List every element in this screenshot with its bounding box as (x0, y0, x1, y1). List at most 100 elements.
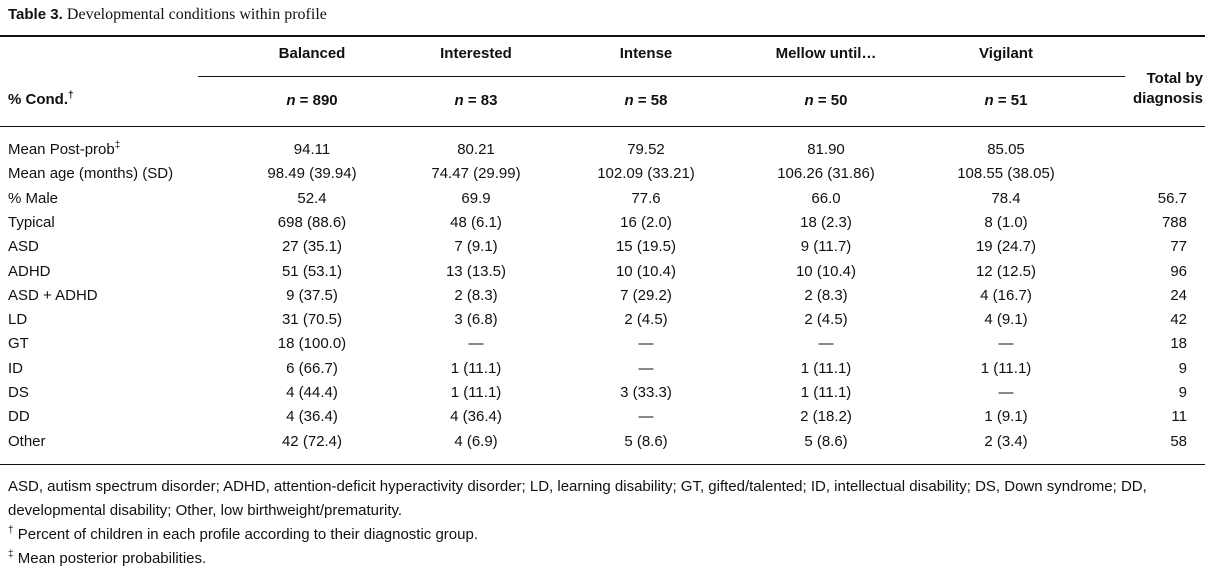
table-cell: 13 (13.5) (445, 262, 507, 280)
table-cell: 1 (11.1) (800, 384, 852, 401)
table-cell: 66.0 (811, 189, 841, 207)
table-cell: 48 (6.1) (450, 213, 502, 231)
table-row: DD 4 (36.4) 4 (36.4) — 2 (18.2) 1 (9.1) 11 (0, 408, 1205, 432)
total-cell: 9 (1178, 359, 1187, 377)
profile-name-vigilant: Vigilant (979, 45, 1033, 62)
table-cell: 79.52 (627, 141, 665, 158)
table-cell: 27 (35.1) (281, 238, 343, 256)
table-caption: Table 3. Developmental conditions within… (8, 6, 327, 24)
table-row: ASD + ADHD 9 (37.5) 2 (8.3) 7 (29.2) 2 (8.3)… (0, 287, 1205, 311)
total-cell: 11 (1171, 408, 1187, 426)
row-label-header-text: % Cond. (8, 91, 68, 108)
table-cell: 15 (19.5) (615, 238, 677, 256)
total-cell: 18 (1170, 335, 1187, 353)
table-cell: 74.47 (29.99) (431, 165, 521, 183)
table-cell: 1 (9.1) (984, 408, 1028, 426)
caption-label: Table 3. (8, 6, 63, 23)
total-cell: 96 (1170, 262, 1187, 280)
row-label-text: ASD (8, 238, 39, 256)
table-row: ID 6 (66.7) 1 (11.1) — 1 (11.1) 1 (11.1) 9 (0, 360, 1205, 384)
row-label: % Male (8, 190, 58, 207)
table-row: Mean Post-prob‡ 94.11 80.21 79.52 81.90 85.05 (0, 141, 1205, 165)
dagger-footnote-text: Percent of children in each profile acco… (13, 526, 478, 543)
table-cell: 2 (3.4) (984, 432, 1028, 450)
table-cell: 51 (53.1) (281, 262, 343, 280)
profile-n-mellow: n = 50 (746, 92, 906, 109)
table-cell: 12 (12.5) (975, 262, 1037, 280)
table-cell: — (638, 408, 654, 426)
table-cell: 18 (2.3) (800, 213, 852, 231)
table-cell: 5 (8.6) (624, 432, 668, 450)
table-bottom-rule (0, 464, 1205, 465)
row-label-text: Mean Post-prob (8, 141, 115, 158)
table-cell: 7 (9.1) (454, 238, 498, 256)
row-label-header: % Cond.† (8, 91, 74, 109)
abbreviations-note: ASD, autism spectrum disorder; ADHD, att… (8, 478, 1147, 519)
profile-name-balanced: Balanced (278, 45, 346, 62)
table-cell: 81.90 (807, 141, 845, 158)
n-symbol: n (624, 92, 634, 109)
table-cell: 77.6 (631, 189, 661, 207)
table-cell: 106.26 (31.86) (777, 165, 875, 183)
table-notes: ASD, autism spectrum disorder; ADHD, att… (8, 475, 1208, 571)
table-cell: 4 (36.4) (450, 408, 502, 426)
dagger-footnote: † Percent of children in each profile ac… (8, 523, 1208, 547)
n-symbol: n (804, 92, 814, 109)
total-header-line2: diagnosis (1132, 90, 1203, 107)
row-label-text: Typical (8, 213, 55, 231)
row-label: Typical (8, 214, 55, 231)
n-value: = 51 (993, 92, 1028, 109)
table-cell: — (818, 335, 834, 353)
table-cell: 4 (6.9) (454, 432, 498, 450)
n-value: = 890 (295, 92, 338, 109)
n-symbol: n (286, 92, 296, 109)
row-label-text: % Male (8, 189, 59, 207)
table-cell: 80.21 (457, 141, 495, 158)
profile-n-balanced: n = 890 (232, 92, 392, 109)
ddagger-footnote-text: Mean posterior probabilities. (13, 550, 207, 567)
table-cell: 698 (88.6) (277, 213, 347, 231)
table-cell: — (468, 335, 484, 353)
row-label-text: DD (8, 408, 30, 426)
row-label: DS (8, 384, 29, 401)
table-cell: 9 (37.5) (286, 286, 338, 304)
row-label: ID (8, 360, 23, 377)
table-cell: 78.4 (991, 189, 1021, 207)
row-label-text: ADHD (8, 262, 51, 280)
row-label-text: Mean age (months) (SD) (8, 165, 174, 183)
total-cell: 58 (1170, 432, 1187, 450)
row-label-text: ASD + ADHD (8, 286, 98, 304)
table-cell: 2 (4.5) (804, 311, 848, 329)
row-label: Mean Post-prob‡ (8, 140, 121, 159)
table-cell: 1 (11.1) (980, 359, 1032, 377)
table-cell: 108.55 (38.05) (957, 165, 1055, 183)
table-cell: 4 (16.7) (980, 286, 1032, 304)
n-value: = 50 (813, 92, 848, 109)
row-label-text: GT (8, 335, 29, 353)
total-cell: 77 (1170, 238, 1187, 256)
table-cell: — (998, 384, 1014, 401)
profile-name-intense: Intense (619, 45, 673, 62)
row-label: ADHD (8, 263, 51, 280)
row-label: Mean age (months) (SD) (8, 165, 173, 182)
row-label: LD (8, 311, 27, 328)
total-cell: 56.7 (1157, 189, 1187, 207)
table-cell: 85.05 (987, 141, 1025, 158)
row-label-text: ID (8, 359, 23, 377)
row-label-mark: ‡ (114, 140, 121, 151)
total-header: Total by diagnosis (1113, 69, 1203, 109)
row-label: Other (8, 433, 46, 450)
table-cell: 16 (2.0) (620, 213, 672, 231)
table-cell: — (998, 335, 1014, 353)
table-cell: 2 (18.2) (800, 408, 852, 426)
table-cell: 98.49 (39.94) (267, 165, 357, 183)
row-label: ASD (8, 238, 39, 255)
total-cell: 24 (1170, 286, 1187, 304)
row-label: DD (8, 408, 30, 425)
table-cell: 4 (44.4) (286, 384, 338, 401)
table-cell: 31 (70.5) (281, 311, 343, 329)
table-cell: 2 (8.3) (454, 286, 498, 304)
table-cell: 1 (11.1) (800, 359, 852, 377)
n-symbol: n (984, 92, 994, 109)
table-cell: 9 (11.7) (800, 238, 852, 256)
